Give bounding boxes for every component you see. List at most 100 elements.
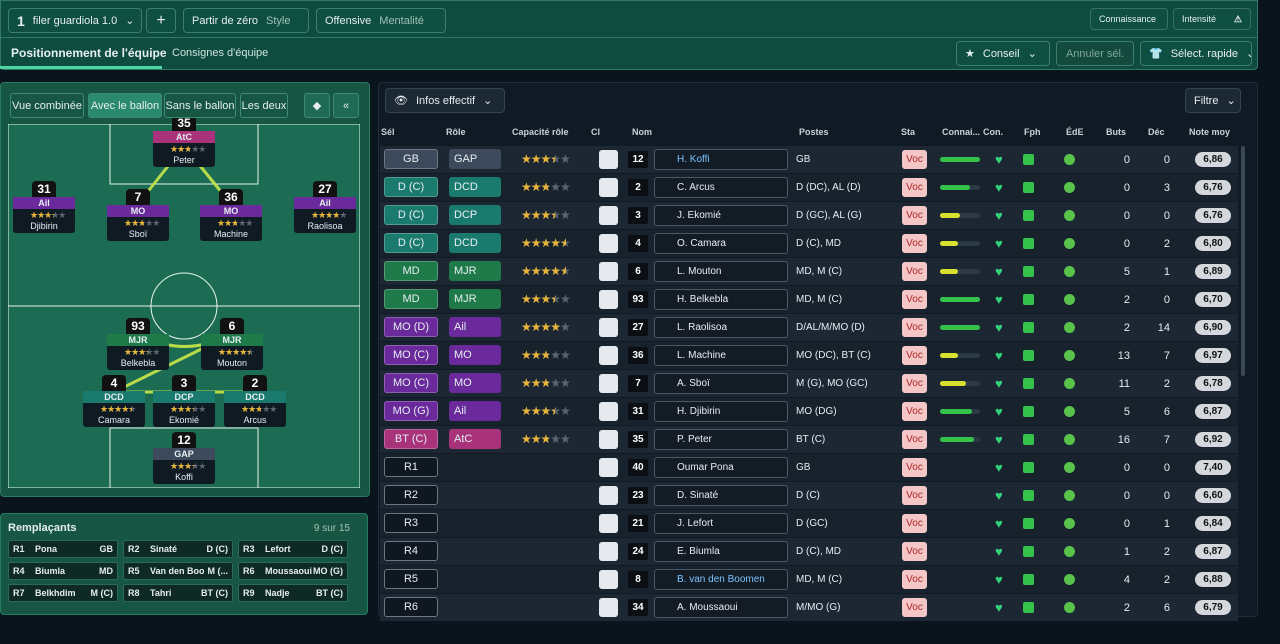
player-card[interactable]: ★★★★★ ★★★★★ Camara xyxy=(83,403,145,427)
table-row[interactable]: R3 21 J. Lefort D (GC) Voc ♥ 0 1 6,84 xyxy=(380,510,1238,537)
selection-button[interactable]: MD xyxy=(384,261,438,281)
selection-button[interactable]: GB xyxy=(384,149,438,169)
stamina-button[interactable]: Voc xyxy=(902,290,927,309)
selection-button[interactable]: MD xyxy=(384,289,438,309)
player-icon[interactable] xyxy=(599,430,618,449)
selection-button[interactable]: D (C) xyxy=(384,177,438,197)
player-icon[interactable] xyxy=(599,318,618,337)
role-select[interactable]: DCD xyxy=(449,233,501,253)
player-icon[interactable] xyxy=(599,486,618,505)
player-card[interactable]: ★★★★★★★★★★Machine xyxy=(200,217,262,241)
selection-button[interactable]: R5 xyxy=(384,569,438,589)
name-select[interactable]: B. van den Boomen xyxy=(654,569,788,590)
name-select[interactable]: L. Mouton xyxy=(654,261,788,282)
player-card[interactable]: ★★★★★★★★★★Koffi xyxy=(153,460,215,484)
selection-button[interactable]: D (C) xyxy=(384,205,438,225)
view-select[interactable]: 👁 Infos effectif ⌄ xyxy=(385,88,505,113)
player-card[interactable]: ★★★★★★★★★★Djibirin xyxy=(13,209,75,233)
table-row[interactable]: R5 8 B. van den Boomen MD, M (C) Voc ♥ 4 2 6,88 xyxy=(380,566,1238,593)
player-card[interactable]: ★★★★★★★★★★Peter xyxy=(153,143,215,167)
player-icon[interactable] xyxy=(599,402,618,421)
name-select[interactable]: L. Raolisoa xyxy=(654,317,788,338)
view-button[interactable]: Les deux xyxy=(240,93,288,118)
player-icon[interactable] xyxy=(599,346,618,365)
stamina-button[interactable]: Voc xyxy=(902,374,927,393)
stamina-button[interactable]: Voc xyxy=(902,150,927,169)
table-row[interactable]: D (C) DCP ★★★★★★★★★★ 3 J. Ekomié D (GC), AL (… xyxy=(380,202,1238,229)
stamina-button[interactable]: Voc xyxy=(902,234,927,253)
name-select[interactable]: H. Koffi xyxy=(654,149,788,170)
name-select[interactable]: H. Belkebla xyxy=(654,289,788,310)
role-select[interactable]: Ail xyxy=(449,317,501,337)
player-icon[interactable] xyxy=(599,290,618,309)
table-row[interactable]: D (C) DCD ★★★★★★★★★★ 2 C. Arcus D (DC), AL (D… xyxy=(380,174,1238,201)
table-row[interactable]: MD MJR ★★★★★★★★★★ 93 H. Belkebla MD, M (C) Voc… xyxy=(380,286,1238,313)
sub-row[interactable]: R9 Nadje BT (C) xyxy=(238,584,348,602)
stamina-button[interactable]: Voc xyxy=(902,178,927,197)
cancel-button[interactable]: Annuler sél. xyxy=(1056,41,1134,66)
sub-row[interactable]: R4 Biumla MD xyxy=(8,562,118,580)
role-select[interactable]: AtC xyxy=(449,429,501,449)
player-icon[interactable] xyxy=(599,262,618,281)
selection-button[interactable]: R2 xyxy=(384,485,438,505)
role-select[interactable]: MO xyxy=(449,345,501,365)
selection-button[interactable]: MO (D) xyxy=(384,317,438,337)
table-row[interactable]: MD MJR ★★★★★ ★★★★★ 6 L. Mouton MD, M (C) Voc ♥ 5 1… xyxy=(380,258,1238,285)
stamina-button[interactable]: Voc xyxy=(902,262,927,281)
sub-row[interactable]: R3 Lefort D (C) xyxy=(238,540,348,558)
name-select[interactable]: D. Sinaté xyxy=(654,485,788,506)
name-select[interactable]: H. Djibirin xyxy=(654,401,788,422)
stamina-button[interactable]: Voc xyxy=(902,346,927,365)
sub-row[interactable]: R6 Moussaoui MO (G) xyxy=(238,562,348,580)
selection-button[interactable]: BT (C) xyxy=(384,429,438,449)
table-row[interactable]: R6 34 A. Moussaoui M/MO (G) Voc ♥ 2 6 6,79 xyxy=(380,594,1238,621)
selection-button[interactable]: R4 xyxy=(384,541,438,561)
icon-button[interactable]: « xyxy=(333,93,359,118)
player-icon[interactable] xyxy=(599,206,618,225)
icon-button[interactable]: ◆ xyxy=(304,93,330,118)
stamina-button[interactable]: Voc xyxy=(902,486,927,505)
table-row[interactable]: GB GAP ★★★★★★★★★★ 12 H. Koffi GB Voc ♥ 0 0 6,86 xyxy=(380,146,1238,173)
stamina-button[interactable]: Voc xyxy=(902,458,927,477)
sub-row[interactable]: R2 Sinaté D (C) xyxy=(123,540,233,558)
player-icon[interactable] xyxy=(599,150,618,169)
name-select[interactable]: O. Camara xyxy=(654,233,788,254)
stamina-button[interactable]: Voc xyxy=(902,570,927,589)
role-select[interactable]: MO xyxy=(449,373,501,393)
player-icon[interactable] xyxy=(599,542,618,561)
quick-select[interactable]: 👕 Sélect. rapide ⌄ xyxy=(1140,41,1252,66)
player-icon[interactable] xyxy=(599,458,618,477)
filter-button[interactable]: Filtre ⌄ xyxy=(1185,88,1241,113)
table-row[interactable]: MO (C) MO ★★★★★★★★★★ 36 L. Machine MO (DC), B… xyxy=(380,342,1238,369)
tab-active[interactable]: Positionnement de l'équipe xyxy=(11,46,167,60)
sub-row[interactable]: R1 Pona GB xyxy=(8,540,118,558)
stamina-button[interactable]: Voc xyxy=(902,402,927,421)
role-select[interactable]: MJR xyxy=(449,261,501,281)
tab[interactable]: Consignes d'équipe xyxy=(172,47,269,59)
role-select[interactable]: DCD xyxy=(449,177,501,197)
table-row[interactable]: MO (D) Ail ★★★★★★★★★★ 27 L. Raolisoa D/AL/M/M… xyxy=(380,314,1238,341)
sub-row[interactable]: R8 Tahri BT (C) xyxy=(123,584,233,602)
sub-row[interactable]: R5 Van den Boo...M (... xyxy=(123,562,233,580)
table-row[interactable]: R1 40 Oumar Pona GB Voc ♥ 0 0 7,40 xyxy=(380,454,1238,481)
tactic-select[interactable]: 1 filer guardiola 1.0 ⌄ xyxy=(8,8,142,33)
intensity-meter[interactable]: Intensité ⚠ xyxy=(1173,8,1251,30)
mentality-select[interactable]: Offensive Mentalité xyxy=(316,8,446,33)
table-row[interactable]: MO (G) Ail ★★★★★★★★★★ 31 H. Djibirin MO (DG) V… xyxy=(380,398,1238,425)
name-select[interactable]: J. Lefort xyxy=(654,513,788,534)
name-select[interactable]: A. Moussaoui xyxy=(654,597,788,618)
name-select[interactable]: C. Arcus xyxy=(654,177,788,198)
table-row[interactable]: MO (C) MO ★★★★★★★★★★ 7 A. Sboï M (G), MO (GC)… xyxy=(380,370,1238,397)
selection-button[interactable]: MO (C) xyxy=(384,345,438,365)
stamina-button[interactable]: Voc xyxy=(902,598,927,617)
table-row[interactable]: BT (C) AtC ★★★★★★★★★★ 35 P. Peter BT (C) Voc ♥ 1… xyxy=(380,426,1238,453)
view-button[interactable]: Vue combinée xyxy=(10,93,84,118)
advice-button[interactable]: ★ Conseil ⌄ xyxy=(956,41,1050,66)
player-icon[interactable] xyxy=(599,514,618,533)
name-select[interactable]: P. Peter xyxy=(654,429,788,450)
add-button[interactable]: + xyxy=(146,8,176,33)
table-row[interactable]: R2 23 D. Sinaté D (C) Voc ♥ 0 0 6,60 xyxy=(380,482,1238,509)
stamina-button[interactable]: Voc xyxy=(902,318,927,337)
selection-button[interactable]: R3 xyxy=(384,513,438,533)
selection-button[interactable]: MO (C) xyxy=(384,373,438,393)
